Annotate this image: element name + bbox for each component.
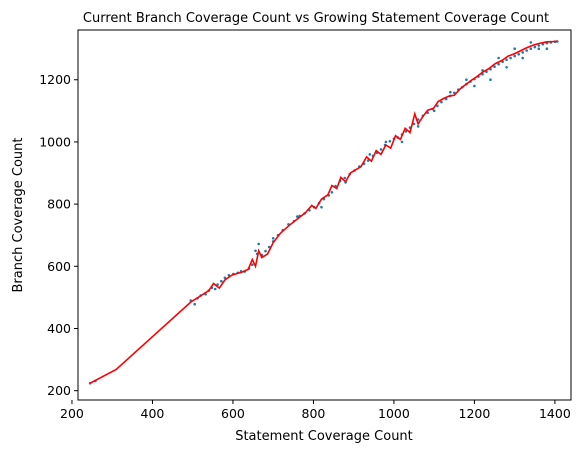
scatter-point xyxy=(193,302,196,306)
scatter-point xyxy=(497,56,500,60)
y-tick-label: 200 xyxy=(47,383,71,398)
x-tick-label: 200 xyxy=(60,406,84,421)
scatter-point xyxy=(254,249,257,253)
y-tick-label: 400 xyxy=(47,321,71,336)
scatter-point xyxy=(497,62,500,66)
plot-area xyxy=(88,40,559,385)
scatter-point xyxy=(533,45,537,49)
scatter-point xyxy=(521,51,524,54)
scatter-point xyxy=(505,58,508,62)
x-tick-label: 1000 xyxy=(378,406,410,421)
scatter-point xyxy=(220,279,223,283)
scatter-point xyxy=(404,130,408,133)
scatter-point xyxy=(440,100,443,104)
scatter-point xyxy=(213,287,217,291)
scatter-point xyxy=(368,153,372,156)
x-tick-label: 600 xyxy=(221,406,245,421)
scatter-point xyxy=(541,43,545,46)
x-tick-label: 800 xyxy=(302,406,326,421)
scatter-point xyxy=(509,56,512,60)
scatter-point xyxy=(465,78,468,81)
scatter-point xyxy=(529,41,533,44)
scatter-point xyxy=(432,109,436,113)
scatter-point xyxy=(320,205,323,209)
trend-line xyxy=(89,40,558,384)
scatter-point xyxy=(223,276,227,280)
scatter-point xyxy=(271,237,275,240)
y-tick-label: 1200 xyxy=(39,72,71,87)
scatter-point xyxy=(416,125,420,128)
scatter-point xyxy=(537,44,541,47)
scatter-point xyxy=(525,49,528,52)
x-tick-label: 1200 xyxy=(459,406,491,421)
scatter-point xyxy=(517,53,520,56)
scatter-point xyxy=(529,47,533,50)
scatter-point xyxy=(412,122,416,126)
scatter-point xyxy=(521,56,524,60)
scatter-point xyxy=(473,84,476,88)
scatter-point xyxy=(513,54,516,58)
scatter-point xyxy=(251,263,254,267)
scatter-point xyxy=(537,47,541,50)
x-axis-label: Statement Coverage Count xyxy=(235,429,413,444)
x-tick-label: 1400 xyxy=(539,406,571,421)
scatter-point xyxy=(505,66,508,69)
x-axis: 200 400 600 800 1000 1200 1400 xyxy=(60,400,571,421)
scatter-point xyxy=(449,90,452,94)
y-tick-label: 1000 xyxy=(39,134,71,149)
scatter-point xyxy=(388,140,392,143)
scatter-point xyxy=(489,78,492,81)
scatter-point xyxy=(400,140,404,144)
scatter-point xyxy=(493,65,496,68)
y-tick-label: 600 xyxy=(47,259,71,274)
scatter-point xyxy=(257,242,261,246)
scatter-point xyxy=(296,215,299,218)
y-axis-label: Branch Coverage Count xyxy=(11,137,26,292)
scatter-point xyxy=(343,176,347,180)
scatter-point xyxy=(264,249,267,253)
chart-title: Current Branch Coverage Count vs Growing… xyxy=(83,11,549,26)
scatter-point xyxy=(384,140,388,144)
axes-frame xyxy=(77,29,572,401)
scatter-point xyxy=(513,47,516,50)
scatter-point xyxy=(436,104,439,108)
scatter-point xyxy=(330,191,334,194)
y-axis: 200 400 600 800 1000 1200 xyxy=(39,72,78,398)
x-tick-label: 400 xyxy=(141,406,165,421)
y-tick-label: 800 xyxy=(47,197,71,212)
scatter-point xyxy=(545,47,549,50)
scatter-point xyxy=(379,148,383,151)
